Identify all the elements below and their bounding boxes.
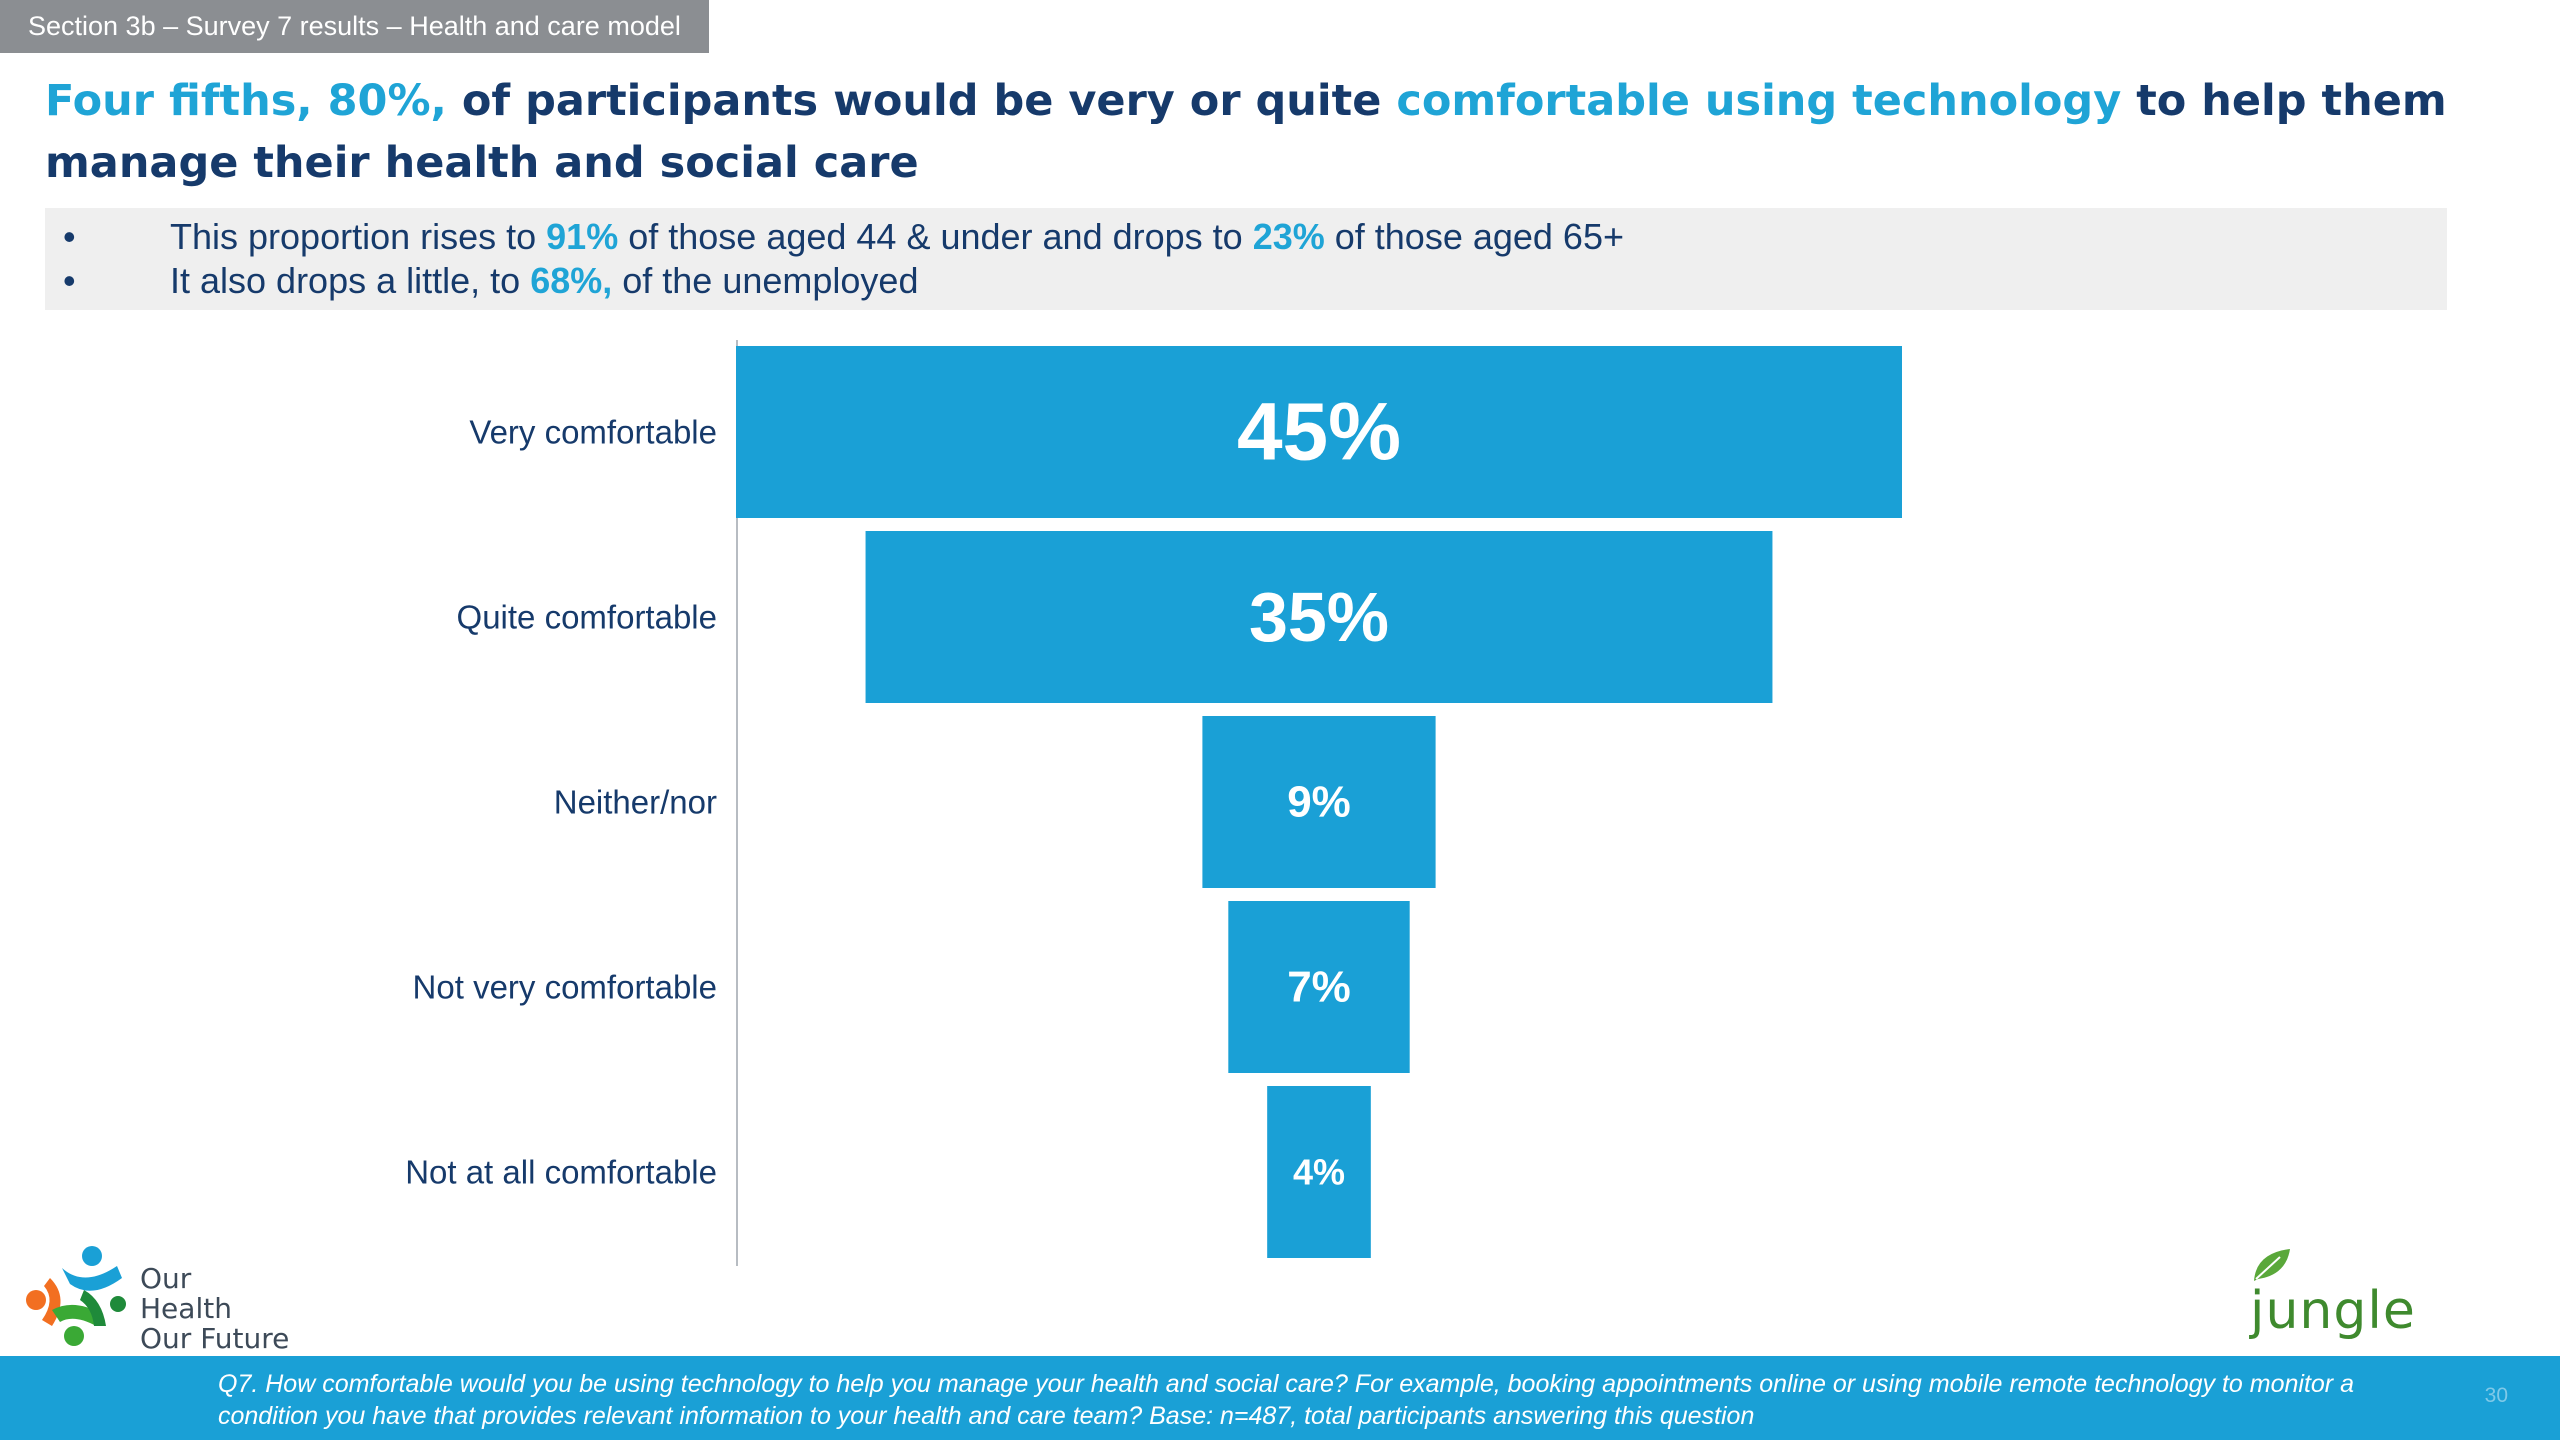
- funnel-bar: [865, 531, 1773, 703]
- logo-line: Our Health: [140, 1262, 232, 1325]
- people-pinwheel-icon: [26, 1246, 126, 1346]
- bullet-highlight: 68%,: [530, 260, 613, 301]
- footer-bar: Q7. How comfortable would you be using t…: [0, 1356, 2560, 1440]
- leaf-icon: [2254, 1249, 2290, 1281]
- headline-text-2: to help them manage their health and soc…: [45, 76, 2447, 188]
- bullet-dot: •: [63, 260, 76, 301]
- headline-highlight-2: comfortable using technology: [1396, 76, 2122, 126]
- category-label: Very comfortable: [469, 414, 717, 451]
- data-label: 45%: [1237, 387, 1401, 478]
- data-label: 7%: [1287, 963, 1351, 1012]
- page-title: Four fifths, 80%, of participants would …: [45, 70, 2515, 194]
- bullet-text: This proportion rises to 91% of those ag…: [170, 216, 1624, 258]
- data-label: 4%: [1293, 1152, 1345, 1193]
- bullet-dot: •: [63, 216, 76, 257]
- bullet-segment: of those aged 65+: [1324, 216, 1624, 257]
- bullet-text: It also drops a little, to 68%, of the u…: [170, 260, 918, 302]
- funnel-bar: [1228, 901, 1410, 1073]
- category-label: Neither/nor: [554, 784, 717, 821]
- bullet-segment: of the unemployed: [612, 260, 919, 301]
- key-findings-box: • This proportion rises to 91% of those …: [45, 208, 2447, 310]
- our-health-our-future-logo: Our Health Our Future: [22, 1238, 292, 1354]
- headline-highlight-1: Four fifths, 80%,: [45, 76, 447, 126]
- bullet-segment: of those aged 44 & under and drops to: [618, 216, 1253, 257]
- funnel-bar: [736, 346, 1902, 518]
- bullet-segment: It also drops a little, to: [170, 260, 531, 301]
- logo-text: Our Health Our Future: [140, 1264, 292, 1354]
- category-label: Not at all comfortable: [405, 1154, 717, 1191]
- page-number: 30: [2484, 1384, 2508, 1407]
- data-label: 9%: [1287, 778, 1351, 827]
- logo-line: Our Future: [140, 1322, 290, 1355]
- jungle-green-logo: jungle green: [2240, 1245, 2540, 1401]
- bullet-highlight: 91%: [546, 216, 619, 257]
- bullet-highlight: 23%: [1252, 216, 1325, 257]
- category-label: Quite comfortable: [457, 599, 717, 636]
- category-label: Not very comfortable: [413, 969, 717, 1006]
- bullet-segment: This proportion rises to: [170, 216, 547, 257]
- data-label: 35%: [1249, 578, 1389, 656]
- question-footnote: Q7. How comfortable would you be using t…: [218, 1370, 2354, 1430]
- headline-text-1: of participants would be very or quite: [446, 76, 1397, 126]
- funnel-bar: [1202, 716, 1436, 888]
- funnel-bar: [1267, 1086, 1371, 1258]
- section-tab: Section 3b – Survey 7 results – Health a…: [0, 0, 709, 53]
